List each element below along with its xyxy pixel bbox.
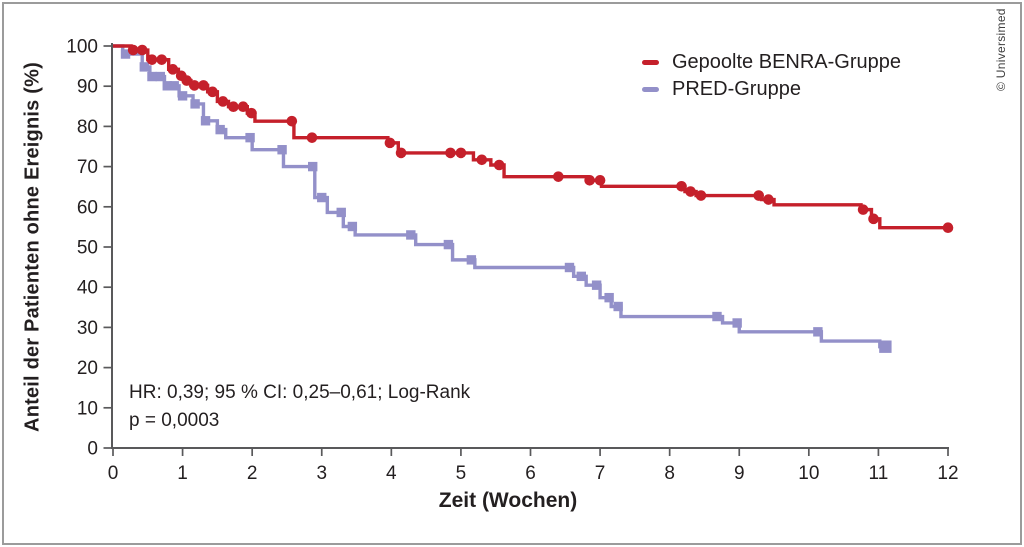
censor-marker-pred: [732, 318, 742, 328]
censor-marker-pred: [215, 124, 225, 135]
stats-annotation-line2: p = 0,0003: [129, 410, 220, 431]
x-tick-label: 11: [869, 463, 889, 484]
censor-marker-pred: [466, 255, 477, 265]
censor-marker-pred: [190, 99, 200, 109]
censor-marker-pred: [813, 327, 823, 337]
legend-label-benra: Gepoolte BENRA-Gruppe: [672, 51, 902, 73]
x-tick-label: 4: [386, 463, 397, 484]
censor-marker-benra: [763, 194, 774, 205]
censor-marker-pred: [162, 81, 172, 91]
x-tick-label: 2: [247, 463, 258, 484]
x-tick-label: 5: [456, 463, 467, 484]
x-tick-label: 10: [798, 463, 819, 484]
censor-marker-benra: [146, 54, 158, 65]
censor-marker-pred: [443, 239, 454, 250]
x-tick-label: 9: [734, 463, 745, 484]
legend-item-benra: Gepoolte BENRA-Gruppe: [642, 49, 901, 76]
censor-marker-benra: [181, 75, 193, 86]
censor-marker-benra: [857, 204, 869, 215]
censor-marker-benra: [156, 54, 168, 65]
censor-marker-pred: [317, 192, 327, 203]
censor-marker-benra: [127, 44, 139, 56]
x-tick-label: 12: [937, 463, 958, 484]
censor-marker-benra: [136, 44, 148, 56]
censor-marker-benra: [286, 115, 298, 127]
x-tick-label: 7: [595, 463, 606, 484]
y-tick-label: 60: [77, 197, 98, 218]
x-tick-label: 8: [664, 463, 675, 484]
legend: Gepoolte BENRA-Gruppe PRED-Gruppe: [642, 49, 901, 103]
censor-marker-benra: [306, 132, 318, 143]
stats-annotation: HR: 0,39; 95 % CI: 0,25–0,61; Log-Rank p…: [129, 379, 470, 435]
censor-marker-pred: [200, 116, 211, 126]
censor-marker-pred: [591, 280, 602, 290]
censor-marker-pred: [336, 207, 346, 218]
censor-marker-pred: [613, 301, 623, 312]
censor-marker-pred: [564, 262, 575, 273]
censor-marker-benra: [584, 174, 595, 186]
censor-marker-benra: [455, 147, 467, 159]
censor-marker-benra: [445, 147, 456, 159]
censor-marker-benra: [395, 147, 407, 159]
copyright-credit: © Universimed: [994, 8, 1008, 91]
censor-marker-benra: [594, 174, 606, 186]
y-tick-label: 0: [87, 439, 98, 460]
censor-marker-benra: [189, 80, 200, 91]
stats-annotation-line1: HR: 0,39; 95 % CI: 0,25–0,61; Log-Rank: [129, 382, 471, 403]
censor-marker-benra: [198, 80, 209, 91]
censor-marker-pred: [139, 62, 150, 72]
censor-marker-pred: [277, 145, 287, 155]
censor-marker-pred: [177, 91, 188, 101]
censor-marker-benra: [868, 213, 879, 225]
censor-marker-pred: [406, 230, 416, 240]
y-tick-label: 90: [77, 77, 98, 98]
censor-marker-benra: [942, 222, 954, 234]
censor-marker-pred: [169, 81, 179, 91]
censor-marker-pred: [604, 292, 614, 303]
censor-marker-pred: [155, 71, 166, 82]
censor-marker-benra: [384, 137, 396, 149]
censor-marker-pred: [712, 311, 722, 322]
x-tick-label: 1: [177, 463, 188, 484]
censor-marker-benra: [207, 86, 218, 98]
x-tick-label: 0: [108, 463, 119, 484]
censor-marker-pred: [147, 71, 157, 82]
censor-marker-benra: [676, 180, 687, 192]
censor-marker-pred: [347, 221, 358, 232]
y-tick-label: 10: [77, 398, 98, 419]
censor-marker-pred: [576, 271, 586, 282]
censor-marker-pred: [120, 49, 131, 59]
censor-marker-pred: [308, 161, 318, 172]
y-tick-label: 30: [77, 318, 98, 339]
x-axis-title: Zeit (Wochen): [438, 489, 578, 512]
legend-swatch-pred-icon: [642, 87, 659, 92]
censor-marker-benra: [167, 64, 179, 75]
y-tick-label: 50: [77, 238, 98, 259]
censor-marker-benra: [228, 101, 239, 113]
y-tick-label: 20: [77, 358, 98, 379]
censor-marker-benra: [695, 190, 707, 201]
legend-swatch-benra-icon: [642, 60, 659, 65]
censor-marker-benra: [246, 107, 257, 119]
censor-marker-benra: [217, 96, 229, 107]
final-marker-pred: [879, 340, 892, 353]
y-tick-label: 40: [77, 278, 98, 299]
censor-marker-benra: [553, 171, 564, 182]
censor-marker-benra: [753, 190, 765, 201]
censor-marker-benra: [493, 159, 505, 171]
censor-marker-pred: [245, 132, 255, 143]
legend-label-pred: PRED-Gruppe: [672, 78, 801, 100]
censor-marker-benra: [685, 186, 696, 197]
series-line-pred: [113, 44, 889, 349]
legend-item-pred: PRED-Gruppe: [642, 76, 901, 103]
y-tick-label: 100: [66, 37, 98, 58]
y-tick-label: 80: [77, 117, 98, 138]
y-axis-title: Anteil der Patienten ohne Ereignis (%): [21, 62, 44, 432]
x-tick-label: 3: [316, 463, 327, 484]
censor-marker-benra: [476, 154, 488, 166]
censor-marker-benra: [237, 101, 249, 113]
y-tick-label: 70: [77, 157, 98, 178]
x-tick-label: 6: [525, 463, 536, 484]
